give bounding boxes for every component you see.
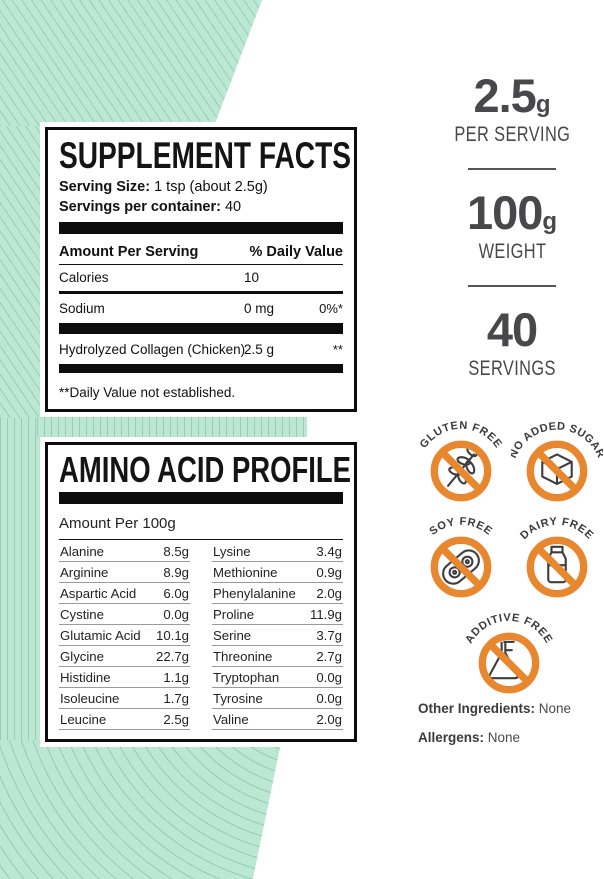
thick-divider-bar bbox=[59, 492, 343, 504]
medium-divider-bar bbox=[59, 291, 343, 294]
prohibition-ring bbox=[526, 440, 588, 502]
amino-row: Arginine 8.9g bbox=[59, 562, 190, 583]
prohibition-ring bbox=[478, 632, 540, 694]
amino-left-column: Alanine 8.5g Arginine 8.9g Aspartic Acid 6.… bbox=[59, 541, 190, 730]
badge-gluten-free: GLUTEN FREE bbox=[415, 412, 507, 508]
footer-notes: Other Ingredients: None Allergens: None bbox=[418, 701, 600, 759]
badge-soy-free: SOY FREE bbox=[415, 508, 507, 604]
thick-divider-bar bbox=[59, 323, 343, 334]
prohibition-slash bbox=[487, 641, 531, 685]
daily-value-footnote: **Daily Value not established. bbox=[59, 385, 236, 400]
mint-bottom-wave bbox=[0, 740, 281, 879]
amino-row: Serine 3.7g bbox=[212, 625, 343, 646]
mint-middle-band bbox=[37, 417, 307, 437]
amino-row: Alanine 8.5g bbox=[59, 541, 190, 562]
amino-row: Methionine 0.9g bbox=[212, 562, 343, 583]
amount-per-100g-label: Amount Per 100g bbox=[59, 515, 176, 532]
daily-value-header: % Daily Value bbox=[249, 244, 344, 260]
stats-panel: 2.5g PER SERVING 100g WEIGHT 40 SERVINGS bbox=[418, 72, 604, 381]
amino-row: Phenylalanine 2.0g bbox=[212, 583, 343, 604]
mint-left-strip-top bbox=[0, 126, 40, 418]
supplement-facts-title: SUPPLEMENT FACTS bbox=[59, 140, 351, 173]
prohibition-slash bbox=[535, 449, 579, 493]
amount-per-serving-header: Amount Per Serving bbox=[59, 244, 199, 260]
prohibition-slash bbox=[535, 545, 579, 589]
amino-row: Isoleucine 1.7g bbox=[59, 688, 190, 709]
badge-no-added-sugar: NO ADDED SUGAR bbox=[511, 412, 603, 508]
amino-row: Aspartic Acid 6.0g bbox=[59, 583, 190, 604]
amino-row: Glutamic Acid 10.1g bbox=[59, 625, 190, 646]
stat-divider bbox=[468, 284, 556, 287]
mint-left-strip-bottom bbox=[0, 418, 40, 742]
prohibition-slash bbox=[439, 449, 483, 493]
stat-servings: 40 SERVINGS bbox=[468, 302, 556, 380]
amino-acid-profile-box: AMINO ACID PROFILE Amount Per 100g Alani… bbox=[40, 437, 362, 747]
amino-row: Glycine 22.7g bbox=[59, 646, 190, 667]
prohibition-ring bbox=[430, 536, 492, 598]
facts-row-collagen: Hydrolyzed Collagen (Chicken) 2.5 g ** bbox=[59, 341, 343, 357]
supplement-facts-box: SUPPLEMENT FACTS Serving Size: 1 tsp (ab… bbox=[40, 122, 362, 417]
amino-row: Tryptophan 0.0g bbox=[212, 667, 343, 688]
prohibition-ring bbox=[526, 536, 588, 598]
badge-dairy-free: DAIRY FREE bbox=[511, 508, 603, 604]
amino-row: Threonine 2.7g bbox=[212, 646, 343, 667]
amino-row: Valine 2.0g bbox=[212, 709, 343, 730]
svg-text:SOY FREE: SOY FREE bbox=[427, 516, 494, 538]
badges-panel: GLUTEN FREE NO ADDED SUGA bbox=[413, 412, 604, 700]
amino-row: Leucine 2.5g bbox=[59, 709, 190, 730]
serving-size-line: Serving Size: 1 tsp (about 2.5g) bbox=[59, 179, 268, 195]
hairline-divider bbox=[59, 264, 343, 265]
thick-divider-bar bbox=[59, 222, 343, 234]
svg-text:SUPPLEMENT FACTS: SUPPLEMENT FACTS bbox=[59, 140, 351, 173]
allergens-line: Allergens: None bbox=[418, 730, 521, 745]
hairline-divider bbox=[59, 539, 343, 540]
mint-fan-shape bbox=[0, 0, 263, 126]
facts-row-calories: Calories 10 bbox=[59, 269, 260, 285]
prohibition-slash bbox=[439, 545, 483, 589]
thick-divider-bar bbox=[59, 364, 343, 373]
other-ingredients-line: Other Ingredients: None bbox=[418, 701, 572, 716]
svg-text:AMINO ACID PROFILE: AMINO ACID PROFILE bbox=[59, 455, 351, 487]
svg-text:ADDITIVE FREE: ADDITIVE FREE bbox=[463, 612, 554, 646]
stat-weight: 100g WEIGHT bbox=[466, 185, 558, 263]
amino-row: Histidine 1.1g bbox=[59, 667, 190, 688]
amino-row: Lysine 3.4g bbox=[212, 541, 343, 562]
amino-row: Tyrosine 0.0g bbox=[212, 688, 343, 709]
amino-acid-profile-title: AMINO ACID PROFILE bbox=[59, 455, 351, 487]
amino-row: Proline 11.9g bbox=[212, 604, 343, 625]
facts-row-sodium: Sodium 0 mg 0%* bbox=[59, 300, 343, 316]
facts-header-row: Amount Per Serving % Daily Value bbox=[59, 239, 343, 264]
servings-per-container-line: Servings per container: 40 bbox=[59, 199, 242, 215]
amino-row: Cystine 0.0g bbox=[59, 604, 190, 625]
prohibition-ring bbox=[430, 440, 492, 502]
stat-divider bbox=[468, 167, 556, 170]
badge-additive-free: ADDITIVE FREE bbox=[463, 604, 555, 700]
amino-right-column: Lysine 3.4g Methionine 0.9g Phenylalanine 2… bbox=[212, 541, 343, 730]
stat-per-serving: 2.5g PER SERVING bbox=[454, 69, 570, 146]
